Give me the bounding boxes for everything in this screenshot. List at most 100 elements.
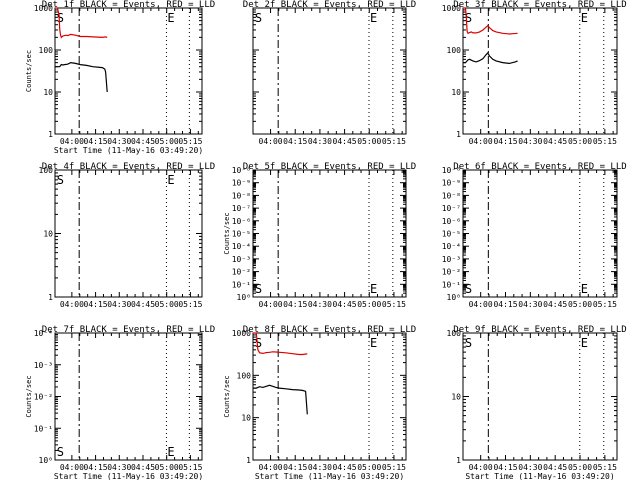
x-tick-label: 04:15 [493,463,517,472]
y-tick-label: 10 [241,414,251,423]
x-tick-label: 04:15 [283,137,307,146]
y-tick-label: 1 [456,130,461,139]
x-tick-label: 04:30 [308,300,332,309]
marker-s: S [57,173,64,187]
x-tick-label: 04:30 [518,463,542,472]
y-tick-label: 10⁻³ [232,255,251,264]
y-tick-label: 1 [246,456,251,465]
x-tick-label: 04:45 [543,463,567,472]
x-tick-label: 04:45 [333,137,357,146]
series-lld-line [55,7,108,39]
x-tick-label: 04:00 [469,463,493,472]
x-tick-label: 05:00 [155,463,179,472]
x-tick-label: 05:00 [357,463,381,472]
x-tick-label: 05:15 [178,300,202,309]
y-tick-label: 10⁻⁸ [232,166,251,175]
y-tick-label: 10⁻⁵ [442,230,461,239]
y-tick-label: 1000 [442,4,461,13]
x-tick-label: 05:15 [178,137,202,146]
x-tick-label: 05:00 [568,137,592,146]
y-tick-label: 100 [39,46,54,55]
plot-frame [462,332,618,461]
x-tick-label: 04:00 [60,137,84,146]
plot-frame [252,332,407,461]
x-tick-label: 04:45 [131,300,155,309]
y-tick-label: 10⁻⁴ [34,329,53,338]
x-tick-label: 04:30 [308,463,332,472]
x-tick-label: 04:30 [107,300,131,309]
marker-e: E [370,282,377,296]
y-tick-label: 10⁻⁹ [232,179,251,188]
series-lld-line [463,7,518,35]
x-tick-label: 04:15 [493,137,517,146]
marker-s: S [255,11,262,25]
panel-det-1f: Det 1f BLACK = Events, RED = LLD 1 10 100 10… [25,0,215,155]
x-tick-label: 05:00 [155,300,179,309]
x-tick-label: 04:00 [469,300,493,309]
marker-s: S [465,11,472,25]
x-tick-label: 04:00 [469,137,493,146]
x-axis-title: Start Time (11-May-16 03:49:20) [465,472,614,480]
x-tick-label: 05:15 [382,463,406,472]
y-tick-label: 10⁰ [237,293,251,302]
y-tick-label: 10⁻⁸ [442,166,461,175]
panel-det-4f: Det 4f BLACK = Events, RED = LLD 1 10 100 04… [39,162,216,309]
marker-e: E [581,336,588,350]
y-tick-label: 10⁻⁸ [442,191,461,200]
x-tick-label: 04:15 [283,463,307,472]
x-tick-label: 05:00 [357,137,381,146]
marker-e: E [167,173,174,187]
y-axis-title: Counts/sec [223,375,231,417]
y-tick-label: 10 [43,88,53,97]
panel-title: Det 6f BLACK = Events, RED = LLD [453,162,626,172]
y-tick-label: 10⁻² [442,268,461,277]
marker-s: S [465,282,472,296]
y-tick-label: 10⁻² [232,268,251,277]
panel-det-3f: Det 3f BLACK = Events, RED = LLD 1 10 100 10… [442,0,627,146]
x-axis-title: Start Time (11-May-16 03:49:20) [54,146,203,155]
y-tick-label: 10⁻⁴ [232,242,251,251]
series-events-line [55,61,108,93]
panel-det-6f: Det 6f BLACK = Events, RED = LLD 10⁰ 10⁻¹ 1… [442,162,627,309]
y-tick-label: 10⁻⁹ [442,179,461,188]
panel-det-9f: Det 9f BLACK = Events, RED = LLD 1 10 100 04… [447,325,627,481]
panel-title: Det 4f BLACK = Events, RED = LLD [42,162,215,172]
panel-title: Det 5f BLACK = Events, RED = LLD [243,162,416,172]
x-tick-label: 05:00 [155,137,179,146]
panel-title: Det 1f BLACK = Events, RED = LLD [42,0,215,10]
series-events-line [463,52,518,65]
y-axis-title: Counts/sec [25,375,33,417]
x-tick-label: 04:30 [107,463,131,472]
panel-title: Det 8f BLACK = Events, RED = LLD [243,325,416,335]
y-axis-title: Counts/sec [25,50,33,92]
x-tick-label: 04:45 [333,463,357,472]
series-events-line [253,384,308,415]
y-tick-label: 10⁻⁶ [442,217,461,226]
plot-frame [54,7,203,135]
x-tick-label: 04:30 [107,137,131,146]
x-tick-label: 04:15 [84,463,108,472]
x-tick-label: 04:45 [543,137,567,146]
x-axis-title: Start Time (11-May-16 03:49:20) [255,472,404,480]
plot-frame [54,332,203,461]
marker-s: S [255,336,262,350]
x-tick-label: 04:00 [259,463,283,472]
y-tick-label: 1 [456,456,461,465]
x-tick-label: 04:30 [518,137,542,146]
y-axis-title: Counts/sec [223,212,231,254]
y-tick-label: 1 [48,130,53,139]
x-tick-label: 04:15 [283,300,307,309]
x-tick-label: 04:45 [333,300,357,309]
y-tick-label: 10⁻¹ [442,280,461,289]
x-tick-label: 04:45 [131,463,155,472]
x-tick-label: 05:00 [568,463,592,472]
x-tick-label: 05:00 [568,300,592,309]
x-tick-label: 05:15 [382,300,406,309]
panel-title: Det 3f BLACK = Events, RED = LLD [453,0,626,10]
y-tick-label: 1 [48,293,53,302]
y-tick-label: 1000 [34,4,53,13]
y-tick-label: 10⁻¹ [34,424,53,433]
y-tick-label: 1000 [232,329,251,338]
